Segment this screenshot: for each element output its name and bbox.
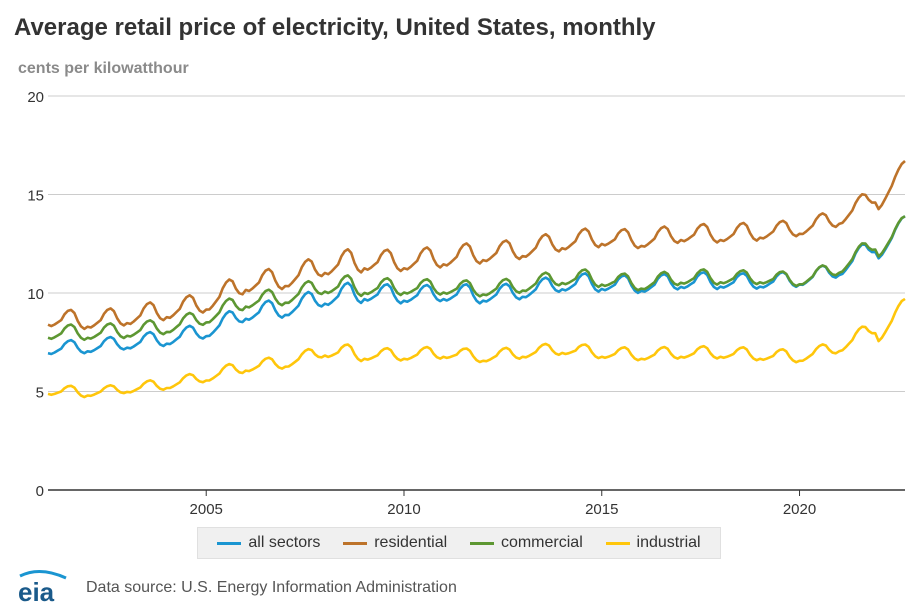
- series-line-all-sectors: [47, 215, 906, 356]
- legend-swatch-residential: [343, 541, 368, 545]
- legend-label-residential: residential: [374, 534, 448, 551]
- legend-item-commercial[interactable]: commercial: [469, 534, 583, 552]
- y-tick-label: 5: [36, 385, 44, 402]
- y-tick-label: 20: [27, 89, 44, 106]
- eia-logo[interactable]: eia: [16, 568, 76, 608]
- series-line-industrial: [47, 297, 906, 399]
- legend-swatch-all-sectors: [217, 541, 242, 545]
- eia-logo-text: eia: [18, 577, 55, 607]
- legend-label-industrial: industrial: [636, 534, 701, 551]
- legend-swatch-commercial: [469, 541, 494, 545]
- legend-item-all-sectors[interactable]: all sectors: [217, 534, 320, 552]
- data-source-note: Data source: U.S. Energy Information Adm…: [86, 579, 457, 596]
- chart-title: Average retail price of electricity, Uni…: [14, 14, 656, 41]
- y-tick-label: 0: [36, 483, 44, 500]
- x-tick-label: 2020: [783, 501, 816, 518]
- grid-lines: [48, 95, 905, 392]
- chart-legend: all sectors residential commercial indus…: [197, 527, 721, 559]
- y-tick-label: 10: [27, 286, 44, 303]
- y-tick-label: 15: [27, 188, 44, 205]
- legend-item-industrial[interactable]: industrial: [605, 534, 701, 552]
- x-tick-label: 2010: [387, 501, 420, 518]
- legend-label-all-sectors: all sectors: [248, 534, 321, 551]
- series-lines: [47, 160, 906, 399]
- x-axis-ticks: 2005 2010 2015 2020: [190, 490, 816, 518]
- x-tick-label: 2005: [190, 501, 223, 518]
- series-line-commercial: [47, 215, 906, 342]
- footer: eia Data source: U.S. Energy Information…: [16, 568, 457, 608]
- x-tick-label: 2015: [585, 501, 618, 518]
- y-axis-ticks: 0 5 10 15 20: [27, 89, 44, 500]
- legend-swatch-industrial: [605, 541, 630, 545]
- legend-item-residential[interactable]: residential: [343, 534, 447, 552]
- legend-label-commercial: commercial: [500, 534, 583, 551]
- series-line-residential: [47, 160, 906, 331]
- y-axis-unit-label: cents per kilowatthour: [18, 60, 189, 77]
